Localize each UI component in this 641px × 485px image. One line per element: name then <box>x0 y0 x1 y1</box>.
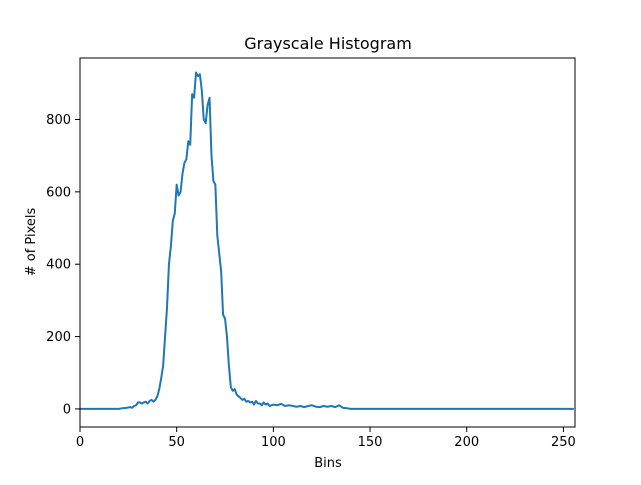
x-tick-label: 150 <box>358 435 383 450</box>
axes-frame <box>79 57 576 428</box>
y-tick-label: 200 <box>46 330 71 345</box>
y-tick-label: 0 <box>63 402 71 417</box>
plot-area <box>79 57 576 428</box>
y-tick-label: 800 <box>46 113 71 128</box>
y-axis-ticks: 0 200 400 600 800 <box>46 113 80 417</box>
series-line <box>79 71 575 410</box>
chart-title: Grayscale Histogram <box>244 34 412 53</box>
x-tick-label: 250 <box>551 435 576 450</box>
x-tick-label: 100 <box>261 435 286 450</box>
y-tick-label: 600 <box>46 185 71 200</box>
y-tick-label: 400 <box>46 258 71 273</box>
x-tick-label: 200 <box>454 435 479 450</box>
x-tick-label: 50 <box>168 435 185 450</box>
x-tick-label: 0 <box>76 435 84 450</box>
x-axis-ticks: 0 50 100 150 200 250 <box>76 427 576 450</box>
y-axis-label: # of Pixels <box>24 208 39 277</box>
x-axis-label: Bins <box>314 456 342 471</box>
